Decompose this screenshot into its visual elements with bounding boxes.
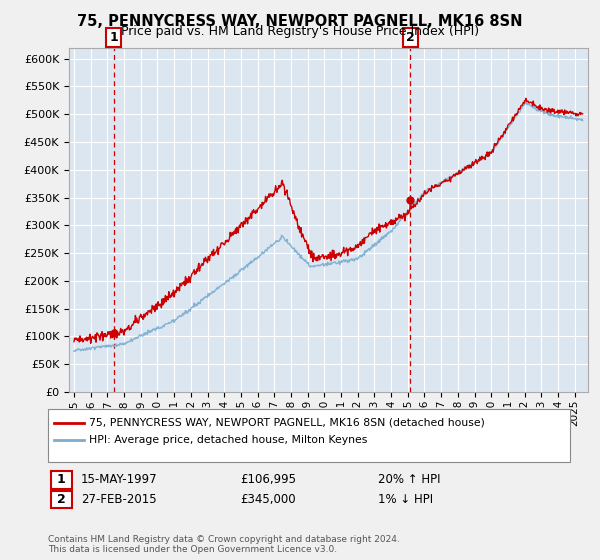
Text: 75, PENNYCRESS WAY, NEWPORT PAGNELL, MK16 8SN: 75, PENNYCRESS WAY, NEWPORT PAGNELL, MK1… xyxy=(77,14,523,29)
Text: Price paid vs. HM Land Registry's House Price Index (HPI): Price paid vs. HM Land Registry's House … xyxy=(121,25,479,38)
Text: HPI: Average price, detached house, Milton Keynes: HPI: Average price, detached house, Milt… xyxy=(89,435,367,445)
Text: 15-MAY-1997: 15-MAY-1997 xyxy=(81,473,158,487)
Text: Contains HM Land Registry data © Crown copyright and database right 2024.
This d: Contains HM Land Registry data © Crown c… xyxy=(48,535,400,554)
Text: 2: 2 xyxy=(57,493,65,506)
Text: £106,995: £106,995 xyxy=(240,473,296,487)
Text: 75, PENNYCRESS WAY, NEWPORT PAGNELL, MK16 8SN (detached house): 75, PENNYCRESS WAY, NEWPORT PAGNELL, MK1… xyxy=(89,418,485,428)
Text: 1% ↓ HPI: 1% ↓ HPI xyxy=(378,493,433,506)
Text: 2: 2 xyxy=(406,31,415,44)
Text: 1: 1 xyxy=(109,31,118,44)
Text: 1: 1 xyxy=(57,473,65,487)
Text: 20% ↑ HPI: 20% ↑ HPI xyxy=(378,473,440,487)
Text: 27-FEB-2015: 27-FEB-2015 xyxy=(81,493,157,506)
Text: £345,000: £345,000 xyxy=(240,493,296,506)
